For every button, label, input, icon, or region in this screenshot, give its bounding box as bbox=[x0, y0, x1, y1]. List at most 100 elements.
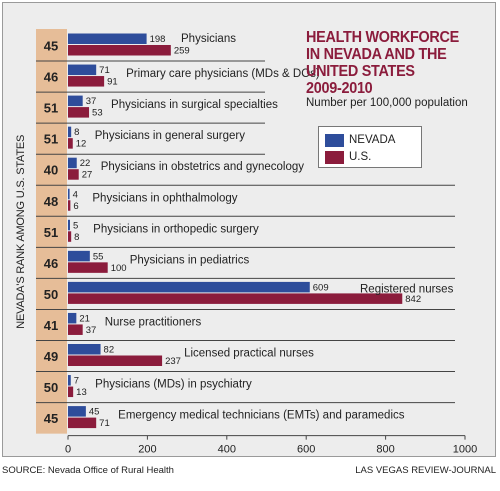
rank-label: 45 bbox=[44, 39, 58, 54]
value-label-us: 237 bbox=[165, 356, 181, 367]
x-tick-label: 1000 bbox=[453, 444, 477, 456]
category-label: Primary care physicians (MDs & DOs) bbox=[126, 68, 320, 80]
bar-nevada bbox=[68, 95, 83, 107]
bar-nevada bbox=[68, 33, 147, 44]
x-tick-label: 400 bbox=[218, 444, 236, 456]
bar-us bbox=[68, 76, 105, 87]
rank-label: 51 bbox=[44, 101, 58, 116]
bar-nevada bbox=[68, 281, 310, 293]
rank-label: 40 bbox=[44, 163, 58, 178]
rank-label: 50 bbox=[44, 380, 58, 395]
category-label: Physicians bbox=[181, 33, 236, 45]
value-label-us: 842 bbox=[405, 294, 421, 305]
category-label: Physicians in obstetrics and gynecology bbox=[101, 161, 305, 173]
bar-nevada bbox=[68, 312, 77, 324]
category-label: Nurse practitioners bbox=[105, 316, 202, 328]
legend-item-us: U.S. bbox=[325, 150, 371, 164]
value-label-us: 91 bbox=[107, 77, 118, 88]
value-label-us: 71 bbox=[99, 418, 110, 429]
title-line-2: IN NEVADA AND THE bbox=[306, 46, 447, 63]
bar-us bbox=[68, 293, 403, 304]
x-tick-label: 200 bbox=[138, 444, 156, 456]
bar-us bbox=[68, 355, 163, 366]
x-tick-label: 800 bbox=[376, 444, 394, 456]
value-label-us: 6 bbox=[73, 201, 78, 212]
x-tick-label: 0 bbox=[65, 444, 71, 456]
value-label-us: 27 bbox=[82, 170, 93, 181]
value-label-nevada: 4 bbox=[73, 189, 78, 200]
value-label-nevada: 45 bbox=[89, 407, 100, 418]
legend-item-nevada: NEVADA bbox=[325, 133, 395, 147]
bar-nevada bbox=[68, 188, 70, 200]
category-label: Physicians in surgical specialties bbox=[111, 99, 278, 111]
category-label: Licensed practical nurses bbox=[184, 348, 314, 360]
rank-label: 48 bbox=[44, 194, 58, 209]
value-label-us: 37 bbox=[86, 325, 97, 336]
bar-us bbox=[68, 324, 83, 335]
value-label-us: 259 bbox=[174, 46, 190, 57]
bar-nevada bbox=[68, 406, 86, 417]
bar-us bbox=[68, 231, 72, 242]
source-note: SOURCE: Nevada Office of Rural Health bbox=[2, 465, 174, 476]
category-label: Physicians (MDs) in psychiatry bbox=[95, 379, 252, 391]
bar-nevada bbox=[68, 344, 101, 355]
bar-us bbox=[68, 200, 71, 211]
bar-us bbox=[68, 386, 74, 398]
value-label-nevada: 7 bbox=[74, 376, 79, 387]
value-label-nevada: 82 bbox=[104, 345, 115, 356]
value-label-nevada: 609 bbox=[313, 282, 329, 293]
bar-nevada bbox=[68, 126, 72, 138]
rank-label: 51 bbox=[44, 225, 58, 240]
rank-label: 51 bbox=[44, 132, 58, 147]
value-label-us: 13 bbox=[76, 387, 87, 398]
category-label: Emergency medical technicians (EMTs) and… bbox=[118, 410, 405, 422]
x-tick-label: 600 bbox=[297, 444, 315, 456]
category-label: Physicians in ophthalmology bbox=[92, 192, 237, 204]
title-line-1: HEALTH WORKFORCE bbox=[306, 29, 460, 46]
value-label-us: 12 bbox=[76, 139, 87, 150]
category-label: Physicians in orthopedic surgery bbox=[93, 223, 259, 235]
bar-nevada bbox=[68, 375, 71, 386]
bar-us bbox=[68, 107, 90, 118]
title-line-4: 2009-2010 bbox=[306, 80, 373, 97]
bar-us bbox=[68, 45, 171, 56]
value-label-us: 100 bbox=[111, 263, 127, 274]
legend-swatch-nevada bbox=[325, 133, 344, 147]
bar-us bbox=[68, 417, 97, 429]
legend: NEVADA U.S. bbox=[318, 126, 422, 168]
bar-nevada bbox=[68, 64, 97, 76]
bar-us bbox=[68, 138, 73, 149]
value-label-nevada: 22 bbox=[80, 158, 91, 169]
category-label: Physicians in pediatrics bbox=[130, 254, 250, 266]
value-label-nevada: 21 bbox=[79, 313, 90, 324]
rank-label: 41 bbox=[44, 318, 58, 333]
value-label-nevada: 71 bbox=[99, 65, 110, 76]
legend-label-us: U.S. bbox=[349, 151, 372, 163]
chart-subtitle: Number per 100,000 population bbox=[306, 97, 468, 109]
publisher-credit: LAS VEGAS REVIEW-JOURNAL bbox=[355, 465, 496, 476]
value-label-nevada: 37 bbox=[86, 96, 97, 107]
rank-label: 45 bbox=[44, 411, 58, 426]
bar-nevada bbox=[68, 219, 70, 231]
rank-label: 50 bbox=[44, 287, 58, 302]
value-label-us: 53 bbox=[92, 108, 103, 119]
rank-label: 46 bbox=[44, 70, 58, 85]
bar-us bbox=[68, 169, 79, 180]
value-label-nevada: 55 bbox=[93, 251, 104, 262]
bar-nevada bbox=[68, 157, 77, 169]
title-line-3: UNITED STATES bbox=[306, 63, 415, 80]
rank-axis-label: NEVADA'S RANK AMONG U.S. STATES bbox=[15, 135, 27, 329]
legend-label-nevada: NEVADA bbox=[349, 134, 396, 146]
rank-column bbox=[36, 29, 67, 434]
bar-us bbox=[68, 262, 108, 273]
value-label-nevada: 198 bbox=[150, 34, 166, 45]
value-label-nevada: 5 bbox=[73, 220, 78, 231]
value-label-nevada: 8 bbox=[74, 127, 79, 138]
value-label-us: 8 bbox=[74, 232, 79, 243]
legend-swatch-us bbox=[325, 150, 344, 164]
category-label: Physicians in general surgery bbox=[95, 130, 245, 142]
rank-label: 46 bbox=[44, 256, 58, 271]
category-label: Registered nurses bbox=[360, 283, 454, 295]
rank-label: 49 bbox=[44, 349, 58, 364]
